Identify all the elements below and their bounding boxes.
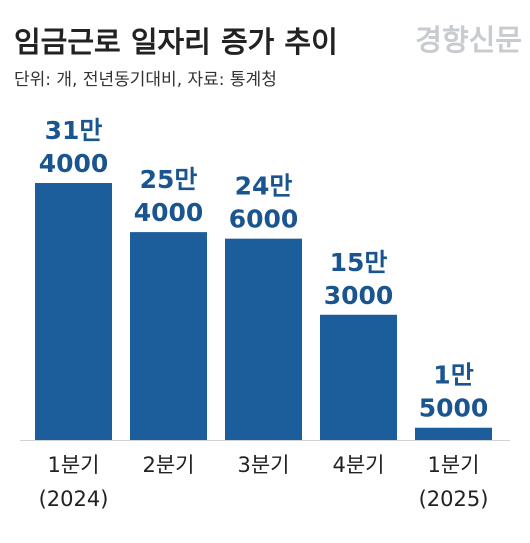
x-tick-label: (2024): [39, 487, 109, 511]
value-label: 6000: [229, 205, 299, 234]
x-tick-label: 3분기: [237, 453, 289, 477]
value-label: 4000: [39, 149, 109, 178]
chart-title: 임금근로 일자리 증가 추이: [14, 25, 338, 59]
value-label: 24만: [235, 172, 293, 201]
bar: [130, 232, 207, 440]
value-label: 5000: [419, 394, 489, 423]
x-tick-label: (2025): [419, 487, 489, 511]
value-label: 15만: [330, 248, 388, 277]
value-label: 31만: [45, 116, 103, 145]
bar: [35, 183, 112, 440]
bar: [415, 427, 492, 440]
watermark: 경향신문: [415, 23, 522, 57]
value-label: 25만: [140, 165, 198, 194]
value-label: 4000: [134, 198, 204, 227]
x-tick-label: 1분기: [47, 453, 99, 477]
x-tick-label: 4분기: [332, 453, 384, 477]
x-tick-label: 1분기: [427, 453, 479, 477]
bar: [320, 314, 397, 440]
subtitle: 단위: 개, 전년동기대비, 자료: 통계청: [14, 70, 277, 90]
value-label: 3000: [324, 281, 394, 310]
value-label: 1만: [433, 361, 473, 390]
bar: [225, 238, 302, 440]
x-tick-label: 2분기: [142, 453, 194, 477]
